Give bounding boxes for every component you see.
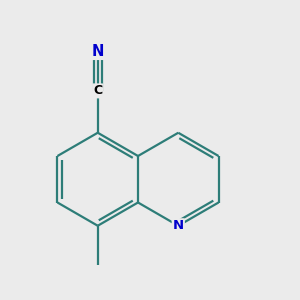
Text: C: C — [93, 84, 102, 98]
Text: N: N — [92, 44, 104, 59]
Text: N: N — [173, 219, 184, 232]
